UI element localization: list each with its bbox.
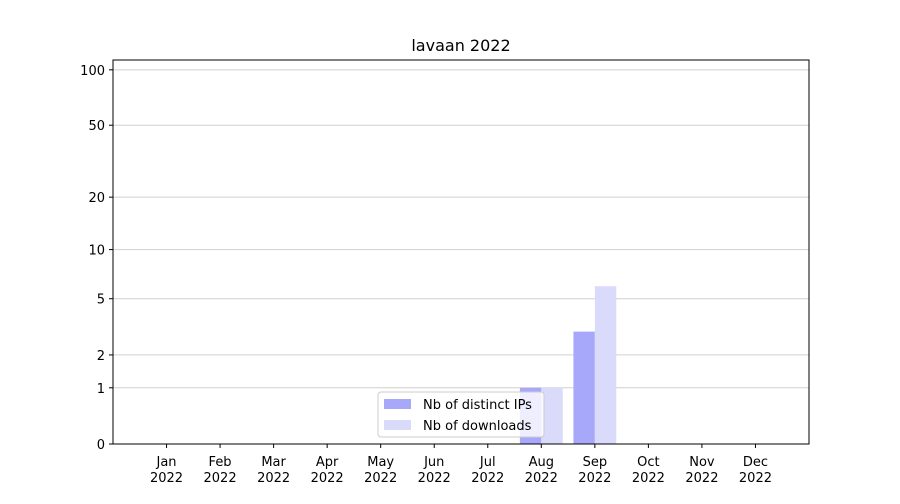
- y-tick-label: 0: [97, 438, 105, 453]
- x-tick-label: Feb 2022: [204, 455, 237, 486]
- x-tick-label: Apr 2022: [311, 455, 344, 486]
- x-tick-label: Jul 2022: [471, 455, 504, 486]
- legend-label: Nb of distinct IPs: [423, 398, 532, 413]
- legend-swatch: [384, 399, 411, 409]
- x-tick-label: Aug 2022: [525, 455, 558, 486]
- legend-swatch: [384, 420, 411, 430]
- bar: [573, 331, 595, 444]
- y-tick-label: 1: [97, 382, 105, 397]
- x-tick-label: Jan 2022: [150, 455, 183, 486]
- bar: [541, 387, 563, 444]
- y-tick-label: 20: [88, 191, 105, 206]
- legend: Nb of distinct IPs Nb of downloads: [377, 391, 545, 438]
- x-tick-label: Sep 2022: [578, 455, 611, 486]
- x-tick-label: Nov 2022: [685, 455, 718, 486]
- y-tick-label: 100: [80, 64, 105, 79]
- x-tick-label: Dec 2022: [739, 455, 772, 486]
- y-tick-label: 50: [88, 119, 105, 134]
- x-tick-label: May 2022: [364, 455, 397, 486]
- y-tick-label: 5: [97, 293, 105, 308]
- legend-box: [377, 391, 545, 438]
- x-tick-label: Jun 2022: [418, 455, 451, 486]
- x-tick-label: Mar 2022: [257, 455, 290, 486]
- legend-label: Nb of downloads: [423, 419, 532, 434]
- y-tick-label: 2: [97, 349, 105, 364]
- x-tick-label: Oct 2022: [632, 455, 665, 486]
- y-tick-label: 10: [88, 244, 105, 259]
- plot-frame: [112, 59, 810, 445]
- bar: [594, 286, 617, 444]
- chart-title: lavaan 2022: [411, 36, 510, 55]
